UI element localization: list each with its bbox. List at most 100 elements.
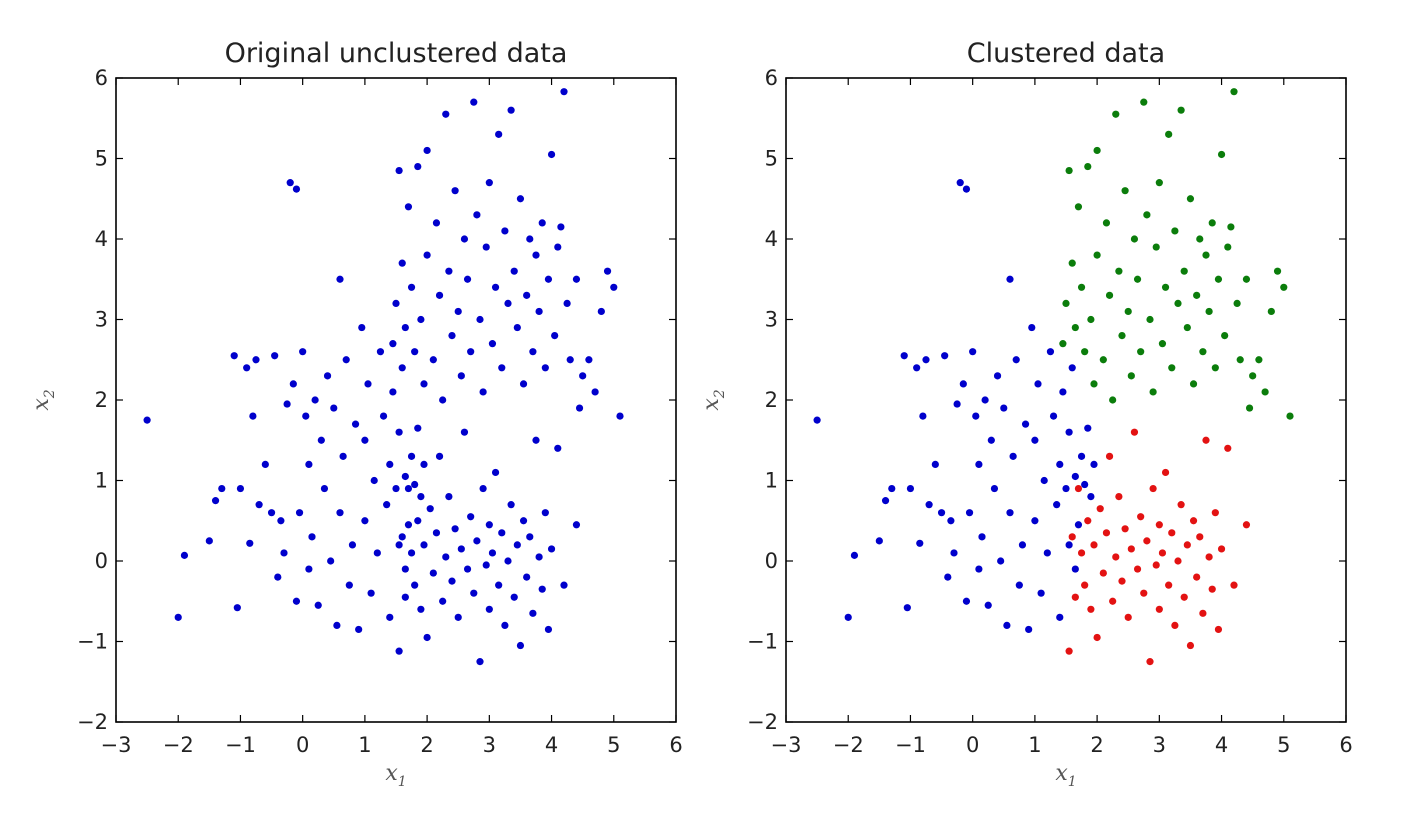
left-y-tick-label: 2 xyxy=(95,388,108,412)
scatter-point xyxy=(386,613,394,621)
scatter-point xyxy=(975,460,983,468)
scatter-point xyxy=(333,621,341,630)
scatter-point xyxy=(233,604,241,612)
scatter-point xyxy=(1074,521,1083,529)
scatter-point xyxy=(962,185,971,193)
scatter-point xyxy=(283,400,291,408)
scatter-point xyxy=(563,299,571,307)
scatter-point xyxy=(554,444,562,452)
scatter-point xyxy=(292,185,301,193)
scatter-point xyxy=(429,569,437,577)
scatter-point xyxy=(417,605,425,613)
scatter-point xyxy=(274,573,282,581)
left-y-axis-label: x2 xyxy=(29,389,58,410)
scatter-point xyxy=(439,597,447,605)
scatter-point xyxy=(1127,372,1135,380)
scatter-point xyxy=(467,513,475,521)
scatter-point xyxy=(1214,275,1223,283)
scatter-point xyxy=(1199,348,1207,356)
scatter-point xyxy=(1140,589,1148,597)
scatter-point xyxy=(454,613,462,621)
scatter-point xyxy=(411,348,419,356)
scatter-point xyxy=(1037,589,1045,597)
scatter-point xyxy=(507,501,515,509)
scatter-point xyxy=(903,604,911,612)
scatter-point xyxy=(1211,364,1219,372)
scatter-point xyxy=(850,551,859,559)
scatter-point xyxy=(488,340,497,348)
scatter-point xyxy=(1056,613,1064,621)
scatter-point xyxy=(1183,323,1191,332)
scatter-point xyxy=(370,476,378,485)
scatter-point xyxy=(398,259,406,267)
left-x-tick-label: 1 xyxy=(358,733,371,757)
scatter-point xyxy=(1224,444,1232,452)
scatter-point xyxy=(1031,436,1039,444)
scatter-point xyxy=(1124,613,1132,621)
scatter-point xyxy=(286,179,294,187)
left-y-tick-label: −1 xyxy=(77,630,108,654)
scatter-point xyxy=(420,541,428,549)
scatter-point xyxy=(984,601,992,609)
scatter-point xyxy=(404,203,413,211)
left-x-tick-label: −2 xyxy=(163,733,194,757)
scatter-point xyxy=(1053,501,1061,509)
scatter-point xyxy=(495,130,503,138)
scatter-point xyxy=(1074,203,1083,211)
scatter-point xyxy=(479,388,487,396)
scatter-point xyxy=(1217,545,1226,553)
scatter-point xyxy=(445,493,453,501)
scatter-point xyxy=(510,593,518,601)
scatter-point xyxy=(1146,315,1154,324)
scatter-point xyxy=(523,573,531,581)
scatter-point xyxy=(482,243,490,251)
scatter-point xyxy=(143,416,151,424)
scatter-point xyxy=(972,412,980,420)
scatter-point xyxy=(532,251,540,259)
scatter-point xyxy=(1018,541,1027,549)
scatter-point xyxy=(937,509,946,517)
scatter-point xyxy=(1140,98,1148,106)
scatter-point xyxy=(339,452,347,460)
right-x-tick-label: −1 xyxy=(895,733,926,757)
scatter-point xyxy=(289,380,297,388)
right-y-tick-label: −1 xyxy=(747,630,778,654)
scatter-point xyxy=(1081,348,1089,356)
scatter-point xyxy=(1202,251,1210,259)
scatter-point xyxy=(392,484,400,493)
scatter-point xyxy=(1071,472,1079,481)
scatter-point xyxy=(473,537,481,545)
left-x-axis-label-var: x xyxy=(385,761,398,786)
scatter-point xyxy=(1065,166,1073,175)
scatter-point xyxy=(180,551,189,559)
scatter-point xyxy=(916,539,924,547)
scatter-point xyxy=(1087,315,1095,324)
scatter-point xyxy=(538,219,546,227)
scatter-point xyxy=(252,356,260,364)
scatter-point xyxy=(510,267,518,275)
scatter-point xyxy=(423,146,431,155)
scatter-point xyxy=(1077,283,1086,291)
right-x-tick-label: −3 xyxy=(771,733,802,757)
scatter-point xyxy=(1077,549,1086,557)
scatter-point xyxy=(535,307,543,316)
scatter-point xyxy=(888,484,896,493)
scatter-point xyxy=(205,537,213,545)
scatter-point xyxy=(1208,585,1216,593)
scatter-point xyxy=(389,388,397,396)
scatter-point xyxy=(881,497,890,505)
scatter-point xyxy=(566,356,574,364)
scatter-point xyxy=(305,460,313,468)
scatter-point xyxy=(1180,593,1188,601)
scatter-point xyxy=(470,98,478,106)
scatter-point xyxy=(476,315,484,324)
scatter-point xyxy=(844,613,852,621)
scatter-point xyxy=(498,364,506,372)
scatter-point xyxy=(423,633,431,642)
scatter-point xyxy=(1121,187,1129,195)
scatter-point xyxy=(1165,581,1173,589)
right-x-tick-label: 2 xyxy=(1090,733,1103,757)
scatter-point xyxy=(1006,275,1014,283)
scatter-point xyxy=(311,396,319,404)
right-y-tick-label: 1 xyxy=(765,469,778,493)
